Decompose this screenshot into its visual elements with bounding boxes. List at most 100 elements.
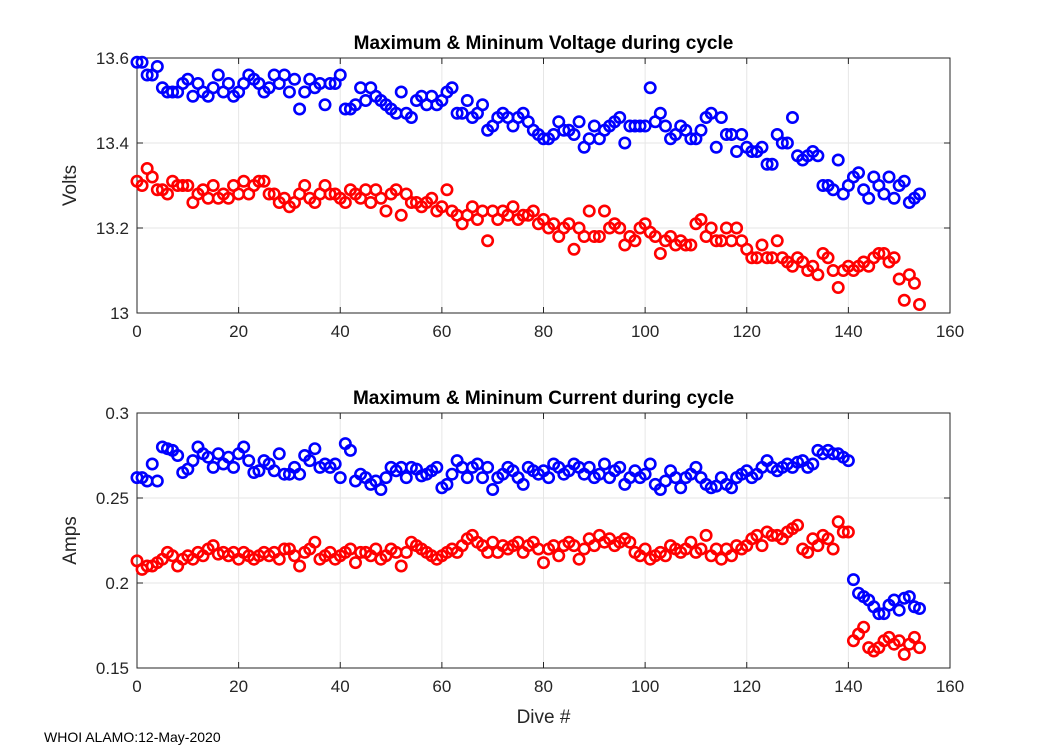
voltage-minimum-point <box>425 191 439 205</box>
current-maximum-point <box>638 467 652 481</box>
voltage-minimum-point <box>694 213 708 227</box>
voltage-y-tick-label: 13.4 <box>96 134 129 153</box>
voltage-maximum-point <box>643 81 657 95</box>
voltage-maximum-point <box>730 145 744 159</box>
voltage-maximum-point <box>166 85 180 99</box>
voltage-maximum-point <box>186 89 200 103</box>
current-maximum-point <box>725 481 739 495</box>
current-y-axis-label: Amps <box>60 516 81 565</box>
voltage-minimum-point <box>597 204 611 218</box>
current-maximum-point <box>374 482 388 496</box>
current-chart-title: Maximum & Mininum Current during cycle <box>353 388 734 409</box>
current-maximum-point <box>597 457 611 471</box>
voltage-minimum-point <box>526 204 540 218</box>
current-minimum-point <box>369 542 383 556</box>
voltage-minimum-point <box>587 230 601 244</box>
voltage-minimum-point <box>389 183 403 197</box>
voltage-maximum-point <box>755 140 769 154</box>
voltage-x-tick-label: 120 <box>733 322 761 341</box>
voltage-minimum-point <box>745 251 759 265</box>
voltage-y-tick-label: 13.6 <box>96 49 129 68</box>
voltage-maximum-point <box>882 170 896 184</box>
current-x-tick-label: 40 <box>331 677 350 696</box>
voltage-maximum-point <box>694 123 708 137</box>
current-minimum-point <box>913 641 927 655</box>
current-maximum-point <box>277 467 291 481</box>
current-x-tick-label: 160 <box>936 677 964 696</box>
current-minimum-point <box>897 647 911 661</box>
voltage-minimum-point <box>770 234 784 248</box>
voltage-maximum-point <box>547 128 561 142</box>
current-minimum-point <box>791 518 805 532</box>
voltage-x-tick-label: 100 <box>631 322 659 341</box>
current-minimum-point <box>907 630 921 644</box>
voltage-minimum-point <box>404 196 418 210</box>
current-maximum-point <box>186 454 200 468</box>
current-y-tick-label: 0.3 <box>105 404 129 423</box>
current-minimum-point <box>623 535 637 549</box>
voltage-maximum-point <box>404 111 418 125</box>
voltage-maximum-point <box>887 191 901 205</box>
voltage-series-minimum <box>130 162 927 311</box>
voltage-x-tick-label: 160 <box>936 322 964 341</box>
current-x-tick-label: 20 <box>229 677 248 696</box>
voltage-maximum-point <box>877 187 891 201</box>
voltage-maximum-point <box>455 106 469 120</box>
current-chart: 0 20 40 60 80 100 120 140 160 0.15 0.2 0.25 0.3 Maxim… <box>60 388 964 728</box>
current-maximum-point <box>379 471 393 485</box>
voltage-maximum-point <box>359 94 373 108</box>
current-minimum-point <box>552 549 566 563</box>
current-maximum-point <box>252 464 266 478</box>
voltage-minimum-point <box>547 217 561 231</box>
current-minimum-point <box>277 542 291 556</box>
current-x-axis-label: Dive # <box>517 707 571 728</box>
voltage-minimum-point <box>145 170 159 184</box>
voltage-minimum-point <box>506 200 520 214</box>
voltage-minimum-point <box>811 268 825 282</box>
voltage-maximum-point <box>460 94 474 108</box>
voltage-maximum-point <box>445 81 459 95</box>
current-maximum-point <box>689 460 703 474</box>
voltage-maximum-point <box>719 128 733 142</box>
voltage-minimum-point <box>221 191 235 205</box>
voltage-minimum-point <box>679 238 693 252</box>
current-series-minimum <box>130 515 927 661</box>
current-maximum-point <box>674 481 688 495</box>
current-maximum-point <box>145 457 159 471</box>
voltage-minimum-point <box>582 204 596 218</box>
voltage-maximum-point <box>181 72 195 86</box>
current-maximum-point <box>150 474 164 488</box>
current-minimum-point <box>836 525 850 539</box>
voltage-minimum-point <box>338 196 352 210</box>
current-minimum-point <box>348 556 362 570</box>
voltage-minimum-point <box>913 297 927 311</box>
voltage-maximum-point <box>293 102 307 116</box>
voltage-minimum-point <box>709 234 723 248</box>
current-maximum-point <box>308 442 322 456</box>
voltage-maximum-point <box>298 85 312 99</box>
current-maximum-point <box>582 460 596 474</box>
current-minimum-point <box>694 542 708 556</box>
current-minimum-point <box>831 515 845 529</box>
voltage-minimum-point <box>516 208 530 222</box>
voltage-minimum-point <box>562 217 576 231</box>
voltage-minimum-point <box>206 179 220 193</box>
current-minimum-point <box>394 559 408 573</box>
voltage-maximum-point <box>282 85 296 99</box>
voltage-maximum-point <box>714 111 728 125</box>
current-minimum-point <box>308 535 322 549</box>
current-minimum-point <box>399 545 413 559</box>
voltage-minimum-point <box>887 251 901 265</box>
voltage-maximum-point <box>323 77 337 91</box>
voltage-maximum-point <box>760 157 774 171</box>
current-maximum-point <box>476 471 490 485</box>
voltage-maximum-point <box>826 183 840 197</box>
current-x-tick-label: 0 <box>132 677 141 696</box>
current-maximum-point <box>481 460 495 474</box>
voltage-maximum-point <box>206 81 220 95</box>
voltage-minimum-point <box>262 187 276 201</box>
voltage-minimum-point <box>440 183 454 197</box>
voltage-y-axis-label: Volts <box>60 165 81 206</box>
voltage-minimum-point <box>613 221 627 235</box>
current-maximum-point <box>242 454 256 468</box>
